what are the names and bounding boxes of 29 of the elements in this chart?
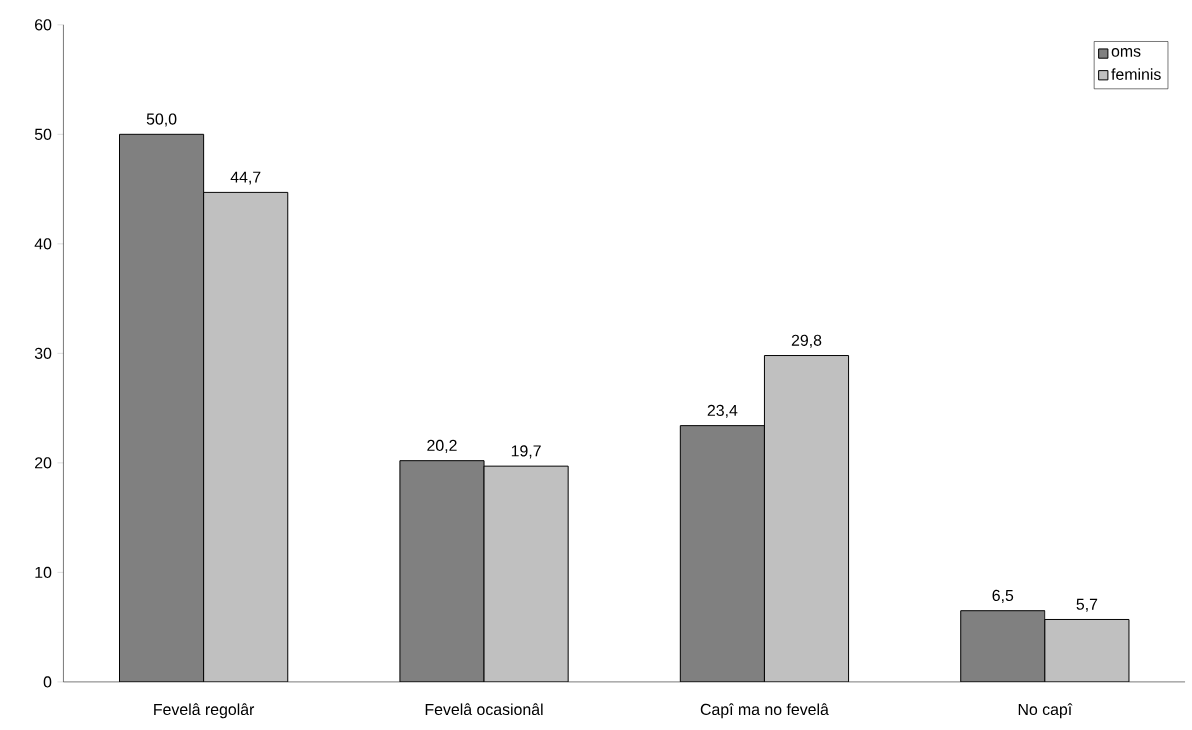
legend-label: oms [1111,48,1141,58]
y-tick-label: 20 [35,457,52,469]
bar [960,610,1046,683]
data-label: 23,4 [707,404,738,419]
x-tick-label: Fevelâ regolâr [154,703,255,719]
data-label: 5,7 [1076,598,1098,612]
y-tick-label: 60 [35,19,52,31]
bar [763,355,850,683]
data-label: 19,7 [511,445,541,459]
data-label: 50,0 [146,113,177,127]
y-tick-label: 30 [34,347,52,360]
data-label: 20,2 [427,440,457,454]
bar [119,134,205,683]
y-tick-label: 50 [34,128,52,141]
data-label: 6,5 [992,590,1014,604]
legend-label: feminis [1111,68,1161,81]
y-tick-label: 0 [43,676,52,688]
data-label: 29,8 [791,334,822,348]
x-tick-label: Fevelâ ocasionâl [425,703,543,716]
y-tick-label: 40 [34,238,52,250]
bar [203,192,289,683]
data-label: 44,7 [230,171,261,185]
y-tick-label: 10 [35,566,52,579]
bar [1044,619,1130,683]
bar [399,460,485,683]
bar [483,465,569,683]
x-tick-label: No capî [1018,703,1073,719]
bar [679,425,765,683]
x-tick-label: Capî ma no fevelâ [700,703,829,719]
